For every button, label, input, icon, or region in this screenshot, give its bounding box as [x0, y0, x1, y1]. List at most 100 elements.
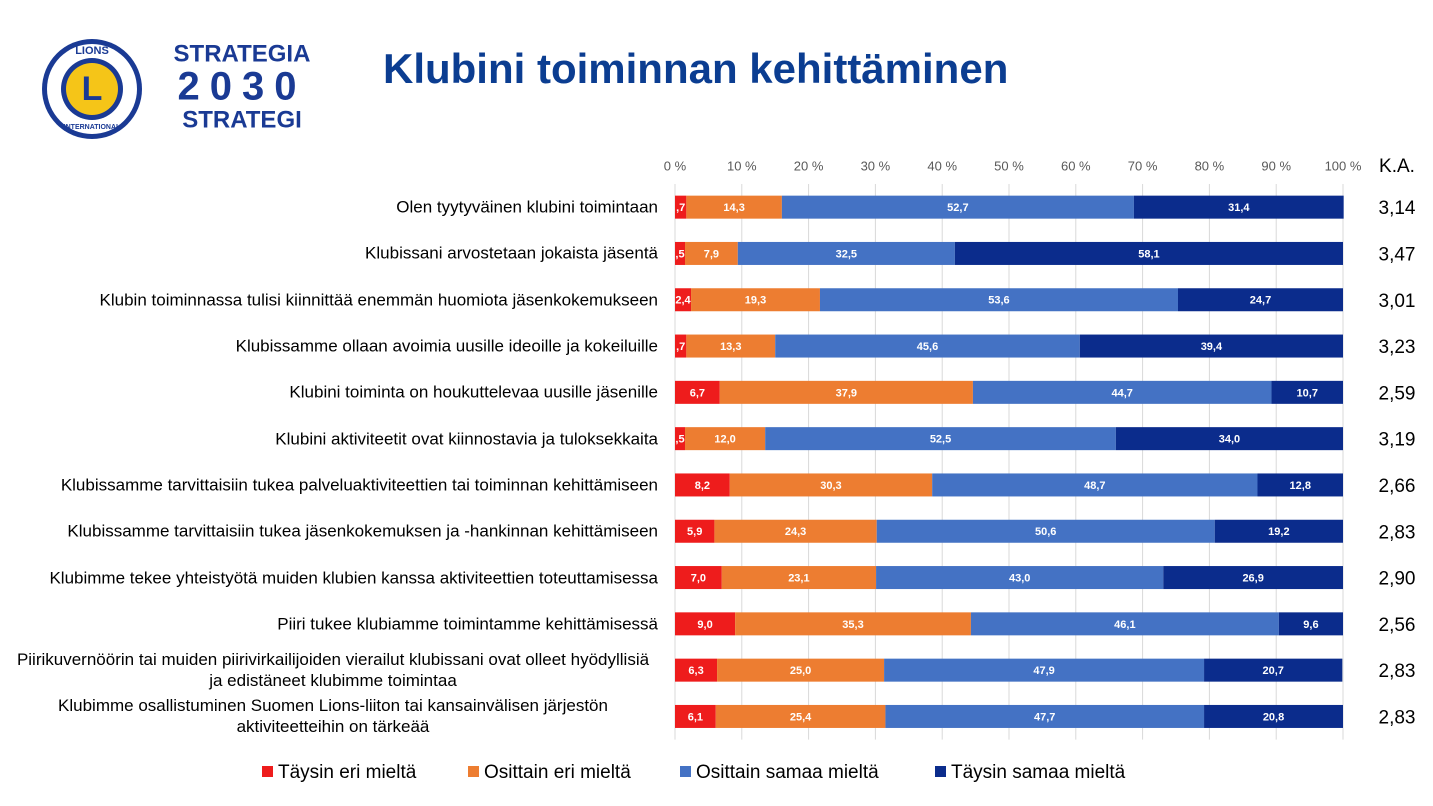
data-label: 35,3 — [842, 619, 863, 631]
category-text: Klubin toiminnassa tulisi kiinnittää ene… — [99, 290, 658, 310]
bar-segment — [675, 241, 686, 265]
data-label: 9,0 — [697, 619, 712, 631]
bar-segment — [675, 195, 687, 219]
category-label: Piiri tukee klubiamme toimintamme kehitt… — [8, 613, 658, 634]
bar-segment — [1257, 473, 1343, 497]
data-label: 7,9 — [704, 248, 719, 260]
logo-emblem: L — [82, 70, 103, 108]
average-value: 3,01 — [1379, 291, 1416, 312]
data-label: 39,4 — [1201, 341, 1223, 353]
bar-segment — [685, 241, 738, 265]
data-label: 6,7 — [690, 387, 705, 399]
data-label: 25,4 — [790, 711, 812, 723]
bar-segment — [737, 241, 955, 265]
bar-segment — [729, 473, 933, 497]
data-label: 25,0 — [790, 665, 811, 677]
bar-segment — [876, 566, 1164, 590]
data-label: 24,3 — [785, 526, 806, 538]
bar-segment — [675, 380, 720, 404]
average-value: 3,19 — [1379, 430, 1416, 451]
x-tick-label: 50 % — [994, 158, 1024, 173]
average-value: 3,14 — [1379, 198, 1416, 219]
category-text: Klubini toiminta on houkuttelevaa uusill… — [289, 382, 658, 402]
average-value: 2,59 — [1379, 383, 1416, 404]
logo-bottom-text: INTERNATIONAL — [64, 124, 121, 131]
category-text: Klubissani arvostetaan jokaista jäsentä — [365, 243, 658, 263]
chart-title: Klubini toiminnan kehittäminen — [383, 45, 1008, 92]
bar-segment — [1204, 658, 1343, 682]
data-label: 58,1 — [1138, 248, 1159, 260]
legend-swatch — [680, 766, 691, 777]
legend-label: Täysin samaa mieltä — [951, 762, 1126, 783]
bar-segment — [686, 195, 782, 219]
bar-segment — [686, 334, 776, 358]
category-text: Olen tyytyväinen klubini toimintaan — [396, 197, 658, 217]
data-label: 37,9 — [836, 387, 857, 399]
data-label: 46,1 — [1114, 619, 1135, 631]
data-label: 53,6 — [988, 295, 1009, 307]
data-label: ,5 — [675, 248, 684, 260]
category-label: Klubini aktiviteetit ovat kiinnostavia j… — [8, 428, 658, 449]
strategy-line: STRATEGIA — [174, 40, 311, 67]
bar-segment — [675, 519, 715, 543]
data-label: 50,6 — [1035, 526, 1056, 538]
category-label: Klubimme tekee yhteistyötä muiden klubie… — [8, 567, 658, 588]
data-label: 31,4 — [1228, 202, 1250, 214]
bar-segment — [675, 612, 736, 636]
data-label: 9,6 — [1303, 619, 1318, 631]
data-label: 20,8 — [1263, 711, 1284, 723]
data-label: 47,7 — [1034, 711, 1055, 723]
data-label: ,5 — [675, 434, 684, 446]
average-value: 2,90 — [1379, 569, 1416, 590]
average-value: 3,23 — [1379, 337, 1416, 358]
legend-label: Täysin eri mieltä — [278, 762, 417, 783]
average-header: K.A. — [1379, 156, 1415, 177]
legend-swatch — [468, 766, 479, 777]
bar-segment — [876, 519, 1215, 543]
category-label: Klubissamme tarvittaisiin tukea jäsenkok… — [8, 521, 658, 542]
bar-segment — [675, 288, 692, 312]
category-label: Klubin toiminnassa tulisi kiinnittää ene… — [8, 289, 658, 310]
bar-segment — [691, 288, 820, 312]
category-label: Piirikuvernöörin tai muiden piirivirkail… — [8, 649, 658, 691]
legend-label: Osittain eri mieltä — [484, 762, 631, 783]
data-label: 23,1 — [788, 572, 809, 584]
bar-segment — [715, 704, 886, 728]
data-label: 20,7 — [1262, 665, 1283, 677]
bar-segment — [1278, 612, 1343, 636]
bar-segment — [675, 704, 716, 728]
data-label: 48,7 — [1084, 480, 1105, 492]
x-tick-label: 100 % — [1325, 158, 1362, 173]
x-tick-label: 80 % — [1195, 158, 1225, 173]
data-label: 30,3 — [820, 480, 841, 492]
data-label: 19,2 — [1268, 526, 1289, 538]
data-label: 43,0 — [1009, 572, 1030, 584]
data-label: 5,9 — [687, 526, 702, 538]
bar-segment — [675, 334, 687, 358]
category-label: Klubissamme tarvittaisiin tukea palvelua… — [8, 474, 658, 495]
average-value: 3,47 — [1379, 244, 1416, 265]
data-label: 52,5 — [930, 434, 951, 446]
legend-label: Osittain samaa mieltä — [696, 762, 879, 783]
category-text: Klubimme tekee yhteistyötä muiden klubie… — [49, 568, 658, 588]
category-label: Olen tyytyväinen klubini toimintaan — [8, 197, 658, 218]
x-tick-label: 90 % — [1261, 158, 1291, 173]
bar-segment — [819, 288, 1179, 312]
strategy-line: STRATEGI — [182, 106, 302, 133]
bar-segment — [1163, 566, 1343, 590]
strategy-year: 2030 — [178, 65, 307, 109]
category-text: Klubissamme tarvittaisiin tukea jäsenkok… — [67, 521, 658, 541]
category-label: Klubimme osallistuminen Suomen Lions-lii… — [8, 695, 658, 737]
data-label: 14,3 — [723, 202, 744, 214]
legend-swatch — [262, 766, 273, 777]
logo-top-text: LIONS — [75, 45, 109, 57]
average-value: 2,83 — [1379, 661, 1416, 682]
bar-segment — [954, 241, 1343, 265]
bar-segment — [932, 473, 1258, 497]
bar-segment — [721, 566, 877, 590]
category-text: Piirikuvernöörin tai muiden piirivirkail… — [16, 650, 650, 691]
data-label: 12,0 — [714, 434, 735, 446]
data-label: 34,0 — [1219, 434, 1240, 446]
data-label: 32,5 — [836, 248, 857, 260]
